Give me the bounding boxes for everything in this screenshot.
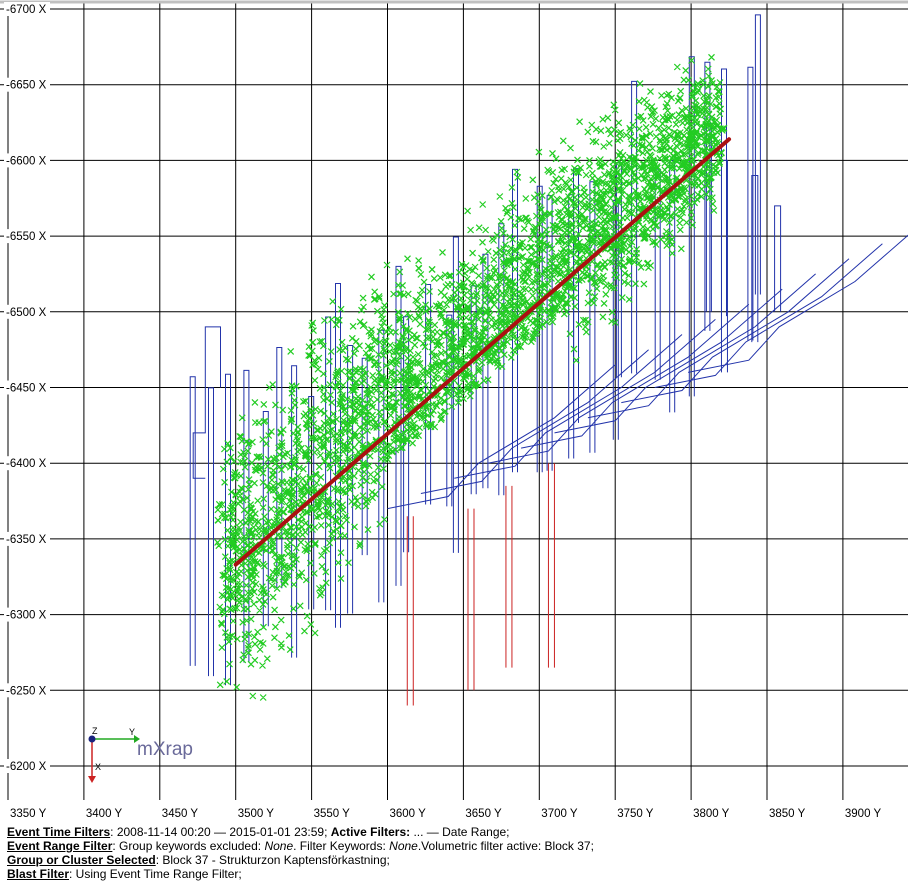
tunnel-outlines — [189, 14, 908, 686]
range-filter-value-2: . Filter Keywords: — [293, 839, 390, 853]
y-tick-label: -6550 X — [6, 231, 47, 243]
y-tick-label: -6700 X — [6, 4, 47, 16]
borehole-lines — [406, 463, 555, 706]
x-tick-label: 3550 Y — [314, 808, 351, 820]
x-tick-label: 3450 Y — [162, 808, 199, 820]
borehole-line — [505, 485, 513, 668]
chart-plot[interactable]: -6700 X -6650 X -6600 X -6550 X -6500 X -6450… — [0, 0, 908, 822]
tunnel-path — [615, 162, 622, 378]
y-tick-label: -6500 X — [6, 307, 47, 319]
tunnel-path — [454, 334, 683, 479]
tunnel-path — [521, 303, 750, 449]
range-filter-none-1: None — [264, 839, 294, 853]
x-tick-label: 3650 Y — [465, 808, 502, 820]
y-tick-background — [4, 380, 50, 395]
tunnel-path — [747, 66, 754, 341]
range-filter-row: Event Range Filter: Group keywords exclu… — [7, 839, 594, 853]
tunnel-path — [720, 159, 728, 373]
y-tick-background — [4, 153, 50, 168]
y-tick-background — [4, 77, 50, 92]
borehole-line — [406, 516, 414, 706]
tunnel-path — [589, 181, 596, 453]
trend-line-segment — [233, 137, 732, 567]
tunnel-path — [754, 14, 761, 295]
y-tick-background — [4, 607, 50, 622]
axes-orientation-indicator: Z Y X — [88, 726, 140, 783]
tunnel-path — [208, 387, 214, 677]
time-filter-row: Event Time Filters: 2008-11-14 00:20 — 2… — [7, 825, 594, 839]
borehole-line — [467, 508, 475, 691]
x-tick-label: 3900 Y — [845, 808, 882, 820]
tunnel-path — [554, 288, 783, 434]
x-tick-label: 3600 Y — [390, 808, 427, 820]
mxrap-logo: mXrap — [137, 739, 193, 760]
y-tick-background — [4, 531, 50, 546]
tunnel-path — [347, 345, 354, 614]
tunnel-path — [688, 234, 908, 373]
tunnel-path — [420, 349, 649, 494]
x-tick-label: 3350 Y — [10, 808, 47, 820]
tunnel-path — [189, 376, 196, 666]
tunnel-path — [573, 168, 579, 423]
tunnel-path — [587, 273, 816, 419]
y-tick-label: -6400 X — [6, 458, 47, 470]
axis-z-label: Z — [92, 726, 98, 736]
y-tick-background — [4, 304, 50, 319]
range-filter-none-2: None — [389, 839, 418, 853]
tunnel-path — [774, 205, 782, 312]
x-axis-tick-labels: 3350 Y 3400 Y 3450 Y 3500 Y 3550 Y 3600 Y 3650… — [10, 808, 881, 820]
tunnel-path — [654, 243, 883, 388]
tunnel-path — [621, 258, 850, 404]
trend-line — [233, 137, 732, 567]
y-tick-label: -6300 X — [6, 610, 47, 622]
x-tick-label: 3400 Y — [86, 808, 123, 820]
y-tick-label: -6350 X — [6, 534, 47, 546]
y-tick-label: -6450 X — [6, 383, 47, 395]
tunnel-path — [192, 326, 221, 479]
tunnel-path — [654, 168, 661, 380]
group-selected-row: Group or Cluster Selected: Block 37 - St… — [7, 853, 594, 867]
y-tick-label: -6250 X — [6, 685, 47, 697]
range-filter-value-3: .Volumetric filter active: Block 37; — [417, 839, 594, 853]
y-tick-background — [4, 2, 50, 16]
tunnel-path — [446, 314, 453, 507]
active-filters-value: ... — Date Range; — [410, 825, 510, 839]
y-axis-tick-labels: -6700 X -6650 X -6600 X -6550 X -6500 X -6450… — [4, 2, 50, 773]
group-selected-label[interactable]: Group or Cluster Selected — [7, 853, 156, 867]
blast-filter-row: Blast Filter: Using Event Time Range Fil… — [7, 867, 594, 881]
range-filter-value-1: : Group keywords excluded: — [112, 839, 265, 853]
y-tick-background — [4, 456, 50, 471]
x-tick-label: 3500 Y — [238, 808, 275, 820]
y-tick-background — [4, 683, 50, 698]
x-tick-label: 3750 Y — [617, 808, 654, 820]
blast-filter-label[interactable]: Blast Filter — [7, 867, 70, 881]
time-filter-value: : 2008-11-14 00:20 — 2015-01-01 23:59; — [110, 825, 331, 839]
grid-lines — [0, 0, 908, 800]
tunnel-path — [387, 364, 616, 510]
axis-y-label: Y — [129, 727, 135, 737]
time-filter-label[interactable]: Event Time Filters — [7, 825, 111, 839]
tunnel-path — [669, 160, 676, 413]
group-selected-value: : Block 37 - Strukturzon Kaptensförkastn… — [155, 853, 390, 867]
y-tick-background — [4, 229, 50, 244]
tunnel-path — [487, 319, 716, 464]
x-tick-label: 3850 Y — [769, 808, 806, 820]
filter-summary: Event Time Filters: 2008-11-14 00:20 — 2… — [7, 825, 594, 881]
y-tick-label: -6650 X — [6, 80, 47, 92]
y-tick-label: -6200 X — [6, 761, 47, 773]
x-tick-label: 3700 Y — [541, 808, 578, 820]
x-tick-label: 3800 Y — [693, 808, 730, 820]
tunnel-path — [751, 175, 759, 343]
axis-x-label: X — [95, 762, 101, 772]
blast-filter-value: : Using Event Time Range Filter; — [69, 867, 242, 881]
range-filter-label[interactable]: Event Range Filter — [7, 839, 113, 853]
borehole-line — [547, 463, 555, 668]
active-filters-label: Active Filters: — [330, 825, 411, 839]
y-tick-background — [4, 759, 50, 773]
tunnel-path — [262, 411, 269, 627]
y-tick-label: -6600 X — [6, 155, 47, 167]
